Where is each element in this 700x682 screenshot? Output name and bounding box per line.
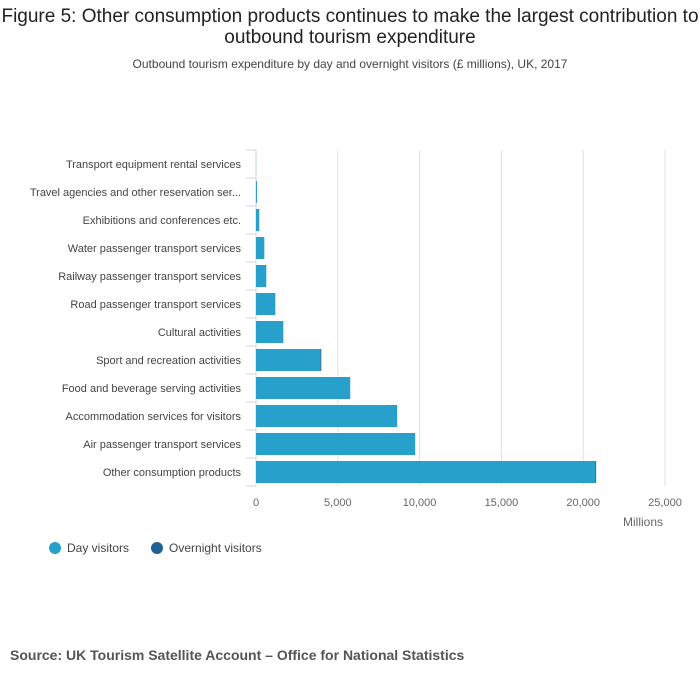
bar-day (256, 461, 596, 483)
x-tick-label: 25,000 (648, 497, 682, 509)
category-label: Water passenger transport services (68, 243, 242, 255)
bar-day (256, 321, 284, 343)
bar-day (256, 377, 351, 399)
bar-day (256, 293, 276, 315)
bar-day (256, 209, 260, 231)
category-label: Cultural activities (158, 327, 242, 339)
legend-label-day: Day visitors (67, 541, 130, 555)
bar-overnight (595, 461, 597, 483)
bar-day (256, 265, 267, 287)
category-label: Air passenger transport services (83, 439, 241, 451)
bar-overnight (320, 349, 322, 371)
bar-day (256, 405, 398, 427)
category-label: Exhibitions and conferences etc. (83, 215, 241, 227)
legend-label-overnight: Overnight visitors (169, 541, 262, 555)
x-tick-label: 10,000 (403, 497, 437, 509)
category-label: Other consumption products (103, 467, 242, 479)
x-tick-label: 5,000 (324, 497, 352, 509)
chart-title: Figure 5: Other consumption products con… (1, 6, 699, 48)
category-label: Travel agencies and other reservation se… (30, 187, 241, 199)
legend-swatch-day (49, 542, 61, 554)
x-tick-label: 15,000 (485, 497, 519, 509)
bar-day (256, 433, 416, 455)
category-label: Transport equipment rental services (66, 159, 242, 171)
x-tick-label: 0 (253, 497, 259, 509)
chart-subtitle: Outbound tourism expenditure by day and … (132, 57, 568, 71)
bar-chart: 0 5,000 10,000 15,000 20,000 25,000 Transport … (30, 149, 682, 529)
legend-item-overnight[interactable]: Overnight visitors (151, 541, 262, 555)
bar-day (256, 181, 257, 203)
category-label: Food and beverage serving activities (62, 383, 242, 395)
x-axis-label: Millions (623, 515, 663, 529)
category-label: Accommodation services for visitors (66, 411, 242, 423)
category-label: Sport and recreation activities (96, 355, 241, 367)
bar-day (256, 237, 265, 259)
bar-day (256, 349, 321, 371)
x-tick-label: 20,000 (566, 497, 600, 509)
legend-swatch-overnight (151, 542, 164, 554)
legend-item-day[interactable]: Day visitors (49, 541, 129, 555)
category-label: Railway passenger transport services (58, 271, 241, 283)
source-note: Source: UK Tourism Satellite Account – O… (10, 647, 465, 663)
legend: Day visitors Overnight visitors (49, 541, 262, 555)
category-label: Road passenger transport services (70, 299, 241, 311)
